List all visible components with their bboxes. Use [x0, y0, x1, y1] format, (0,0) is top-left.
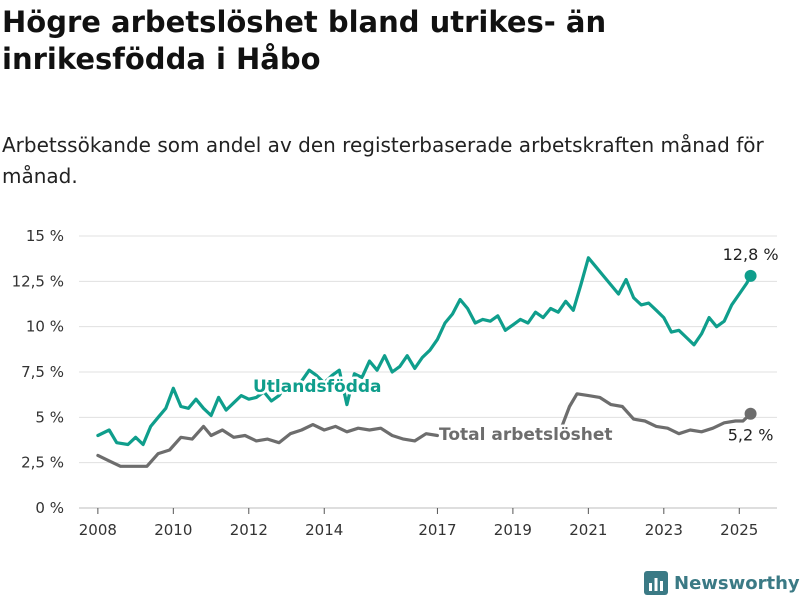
x-tick-label: 2023	[645, 521, 683, 539]
x-tick-label: 2008	[79, 521, 117, 539]
chart-title: Högre arbetslöshet bland utrikes- än inr…	[2, 5, 607, 76]
brand-name: Newsworthy	[674, 572, 800, 594]
end-label-utlandsfodda: 12,8 %	[723, 245, 779, 264]
y-tick-label: 15 %	[26, 227, 64, 245]
x-tick-label: 2021	[569, 521, 607, 539]
x-tick-label: 2010	[154, 521, 192, 539]
series-layer	[96, 256, 757, 468]
series-label-utlandsfodda: Utlandsfödda	[253, 377, 382, 397]
y-tick-label: 10 %	[26, 318, 64, 336]
end-point-utlandsfodda	[744, 269, 757, 282]
series-line-total	[560, 392, 753, 436]
series-label-total: Total arbetslöshet	[439, 425, 613, 445]
bar-chart-logo-icon	[644, 571, 668, 595]
y-tick-label: 0 %	[35, 499, 64, 517]
newsworthy-brand[interactable]: Newsworthy	[644, 567, 800, 599]
y-tick-label: 7,5 %	[21, 363, 64, 381]
y-tick-label: 2,5 %	[21, 454, 64, 472]
x-tick-label: 2014	[305, 521, 343, 539]
x-tick-label: 2025	[720, 521, 758, 539]
y-tick-label: 12,5 %	[12, 272, 64, 290]
series-line-utlandsfodda	[96, 256, 753, 447]
x-tick-label: 2019	[494, 521, 532, 539]
x-tick-label: 2012	[230, 521, 268, 539]
end-point-total	[744, 407, 757, 420]
series-line-total	[96, 423, 439, 468]
x-tick-label: 2017	[418, 521, 456, 539]
axis-layer: 0 % 2,5 % 5 % 7,5 % 10 % 12,5 % 15 % 2008 2010 20…	[12, 227, 759, 539]
chart-subtitle: Arbetssökande som andel av den registerb…	[2, 133, 764, 188]
grid-layer	[79, 235, 777, 509]
y-tick-label: 5 %	[35, 408, 64, 426]
label-layer: 12,8 % 5,2 % Utlandsfödda Total arbetslöshe…	[251, 245, 779, 448]
end-label-total: 5,2 %	[728, 426, 774, 445]
